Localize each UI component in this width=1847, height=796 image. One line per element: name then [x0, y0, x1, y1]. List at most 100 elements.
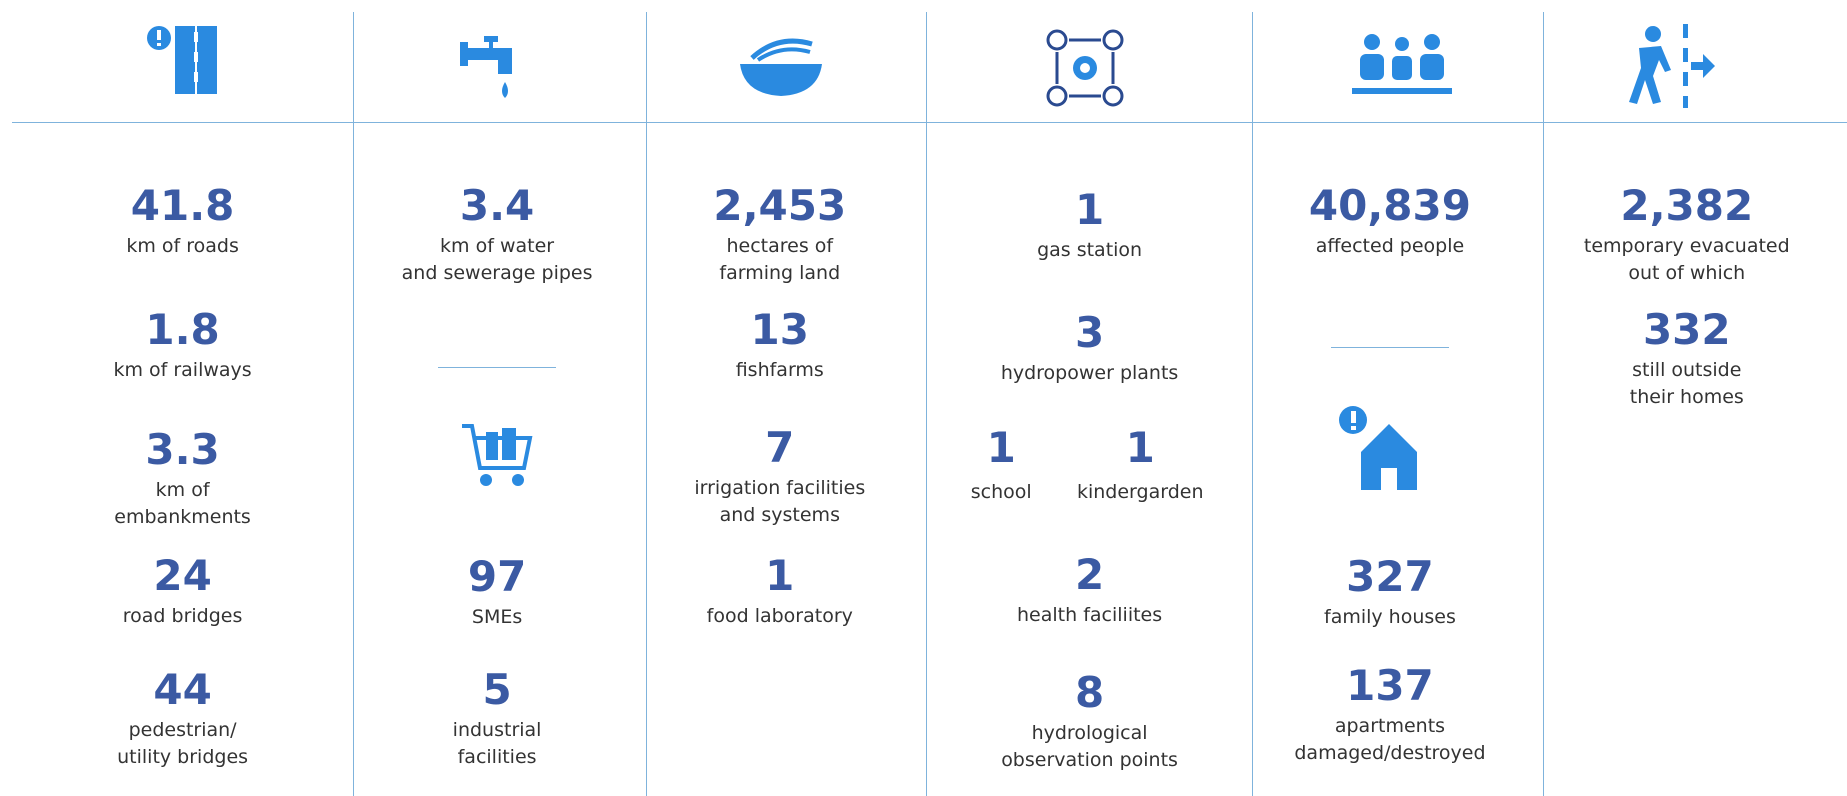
label-line: gas station — [1037, 238, 1143, 261]
stat-item: 2,453 hectares of farming land — [650, 181, 910, 287]
label-line: utility bridges — [117, 746, 249, 769]
stat-value: 1 — [1074, 184, 1105, 234]
stat-label: hydrological observation points — [960, 720, 1220, 774]
stat-item: 44 pedestrian/utility bridges — [53, 665, 313, 771]
stat-item: 1 kindergarden — [1010, 423, 1270, 506]
stat-label: km of embankments — [53, 477, 313, 531]
stat-item: 13 fishfarms — [650, 305, 910, 384]
stat-label: road bridges — [53, 603, 313, 630]
stat-label: pedestrian/utility bridges — [53, 717, 313, 771]
label-line: temporary evacuated — [1583, 235, 1790, 258]
column-divider — [1543, 12, 1544, 796]
label-line: SMEs — [471, 606, 523, 629]
column-divider — [353, 12, 354, 796]
label-line: fishfarms — [735, 358, 824, 381]
label-line: damaged/destroyed — [1294, 741, 1486, 764]
label-line: hectares of — [726, 235, 834, 258]
stat-label: SMEs — [367, 604, 627, 631]
stat-value: 1 — [1125, 422, 1155, 472]
stat-item: 7 irrigation facilities and systems — [650, 423, 910, 529]
stat-value: 2 — [1074, 549, 1105, 599]
label-line: apartments — [1334, 714, 1446, 737]
stat-item: 1 gas station — [960, 185, 1220, 264]
stat-value: 7 — [765, 422, 795, 472]
stat-item: 2,382 temporary evacuated out of which — [1557, 181, 1817, 287]
label-line: health faciliites — [1017, 603, 1163, 626]
label-line: km of water — [440, 235, 555, 258]
people-icon — [1352, 34, 1452, 94]
stat-label: km of railways — [53, 357, 313, 384]
label-line: still outside — [1632, 358, 1742, 381]
stat-label: km of water and sewerage pipes — [367, 233, 627, 287]
stat-label: industrial facilities — [367, 717, 627, 771]
label-line: family houses — [1324, 606, 1456, 629]
evacuation-icon — [1629, 24, 1715, 108]
label-line: their homes — [1629, 385, 1744, 408]
label-line: food laboratory — [706, 605, 853, 627]
stat-item: 327 family houses — [1260, 552, 1520, 631]
label-line: and sewerage pipes — [401, 262, 593, 285]
label-line: embankments — [114, 505, 251, 528]
road-icon — [147, 26, 217, 94]
stat-item: 40,839 affected people — [1260, 181, 1520, 260]
label-line: km of — [155, 478, 210, 501]
label-line: observation points — [1001, 748, 1178, 771]
cart-icon — [462, 424, 533, 486]
tap-icon — [460, 36, 512, 98]
stat-item: 24 road bridges — [53, 551, 313, 630]
stat-value: 3.4 — [459, 181, 535, 231]
house-icon — [1339, 406, 1417, 490]
stat-value: 332 — [1642, 304, 1731, 354]
stat-value: 327 — [1346, 552, 1434, 602]
column-divider — [646, 12, 647, 796]
stat-item: 8 hydrological observation points — [960, 668, 1220, 774]
label-line: industrial — [452, 719, 542, 742]
stat-label: km of roads — [53, 233, 313, 260]
stat-item: 137 apartments damaged/destroyed — [1260, 661, 1520, 767]
stat-label: temporary evacuated out of which — [1557, 233, 1817, 287]
network-icon — [1046, 29, 1124, 107]
column-divider — [926, 12, 927, 796]
label-line: facilities — [457, 746, 537, 769]
label-line: km of roads — [126, 235, 239, 258]
stat-value: 3 — [1074, 308, 1105, 358]
stat-item: 1.8 km of railways — [53, 305, 313, 384]
label-line: out of which — [1628, 262, 1746, 285]
stat-label: apartments damaged/destroyed — [1260, 713, 1520, 767]
stat-value: 1 — [765, 551, 795, 600]
stat-value: 2,453 — [713, 181, 847, 231]
label-line: school — [970, 480, 1032, 503]
stat-value: 40,839 — [1308, 181, 1471, 231]
stat-value: 1 — [986, 422, 1016, 472]
stat-label: school — [871, 479, 1131, 506]
stat-value: 97 — [467, 552, 527, 602]
label-line: irrigation facilities — [694, 476, 866, 499]
label-line: road bridges — [122, 605, 243, 627]
stat-item: 1 food laboratory — [650, 551, 910, 630]
label-line: hydrological — [1031, 721, 1148, 744]
stat-label: health faciliites — [960, 602, 1220, 629]
stat-label: food laboratory — [650, 603, 910, 630]
stat-value: 13 — [750, 304, 809, 354]
stat-label: kindergarden — [1010, 479, 1270, 506]
label-line: km of railways — [113, 358, 252, 381]
header-divider — [12, 122, 1847, 123]
label-line: pedestrian/ — [128, 719, 237, 742]
stat-value: 8 — [1074, 667, 1105, 717]
stat-label: family houses — [1260, 604, 1520, 631]
stat-value: 137 — [1346, 660, 1434, 710]
stat-value: 2,382 — [1620, 181, 1754, 231]
label-line: affected people — [1315, 235, 1465, 258]
label-line: and systems — [719, 503, 840, 526]
label-line: hydropower plants — [1000, 362, 1179, 385]
stat-label: hydropower plants — [960, 360, 1220, 387]
stat-item: 97 SMEs — [367, 552, 627, 631]
stat-item: 3.4 km of water and sewerage pipes — [367, 181, 627, 287]
stat-label: gas station — [960, 237, 1220, 264]
stat-item: 1 school — [871, 423, 1131, 506]
section-divider — [438, 367, 556, 368]
stat-item: 332 still outside their homes — [1557, 305, 1817, 411]
stat-item: 3 hydropower plants — [960, 308, 1220, 387]
stat-value: 41.8 — [130, 181, 235, 231]
